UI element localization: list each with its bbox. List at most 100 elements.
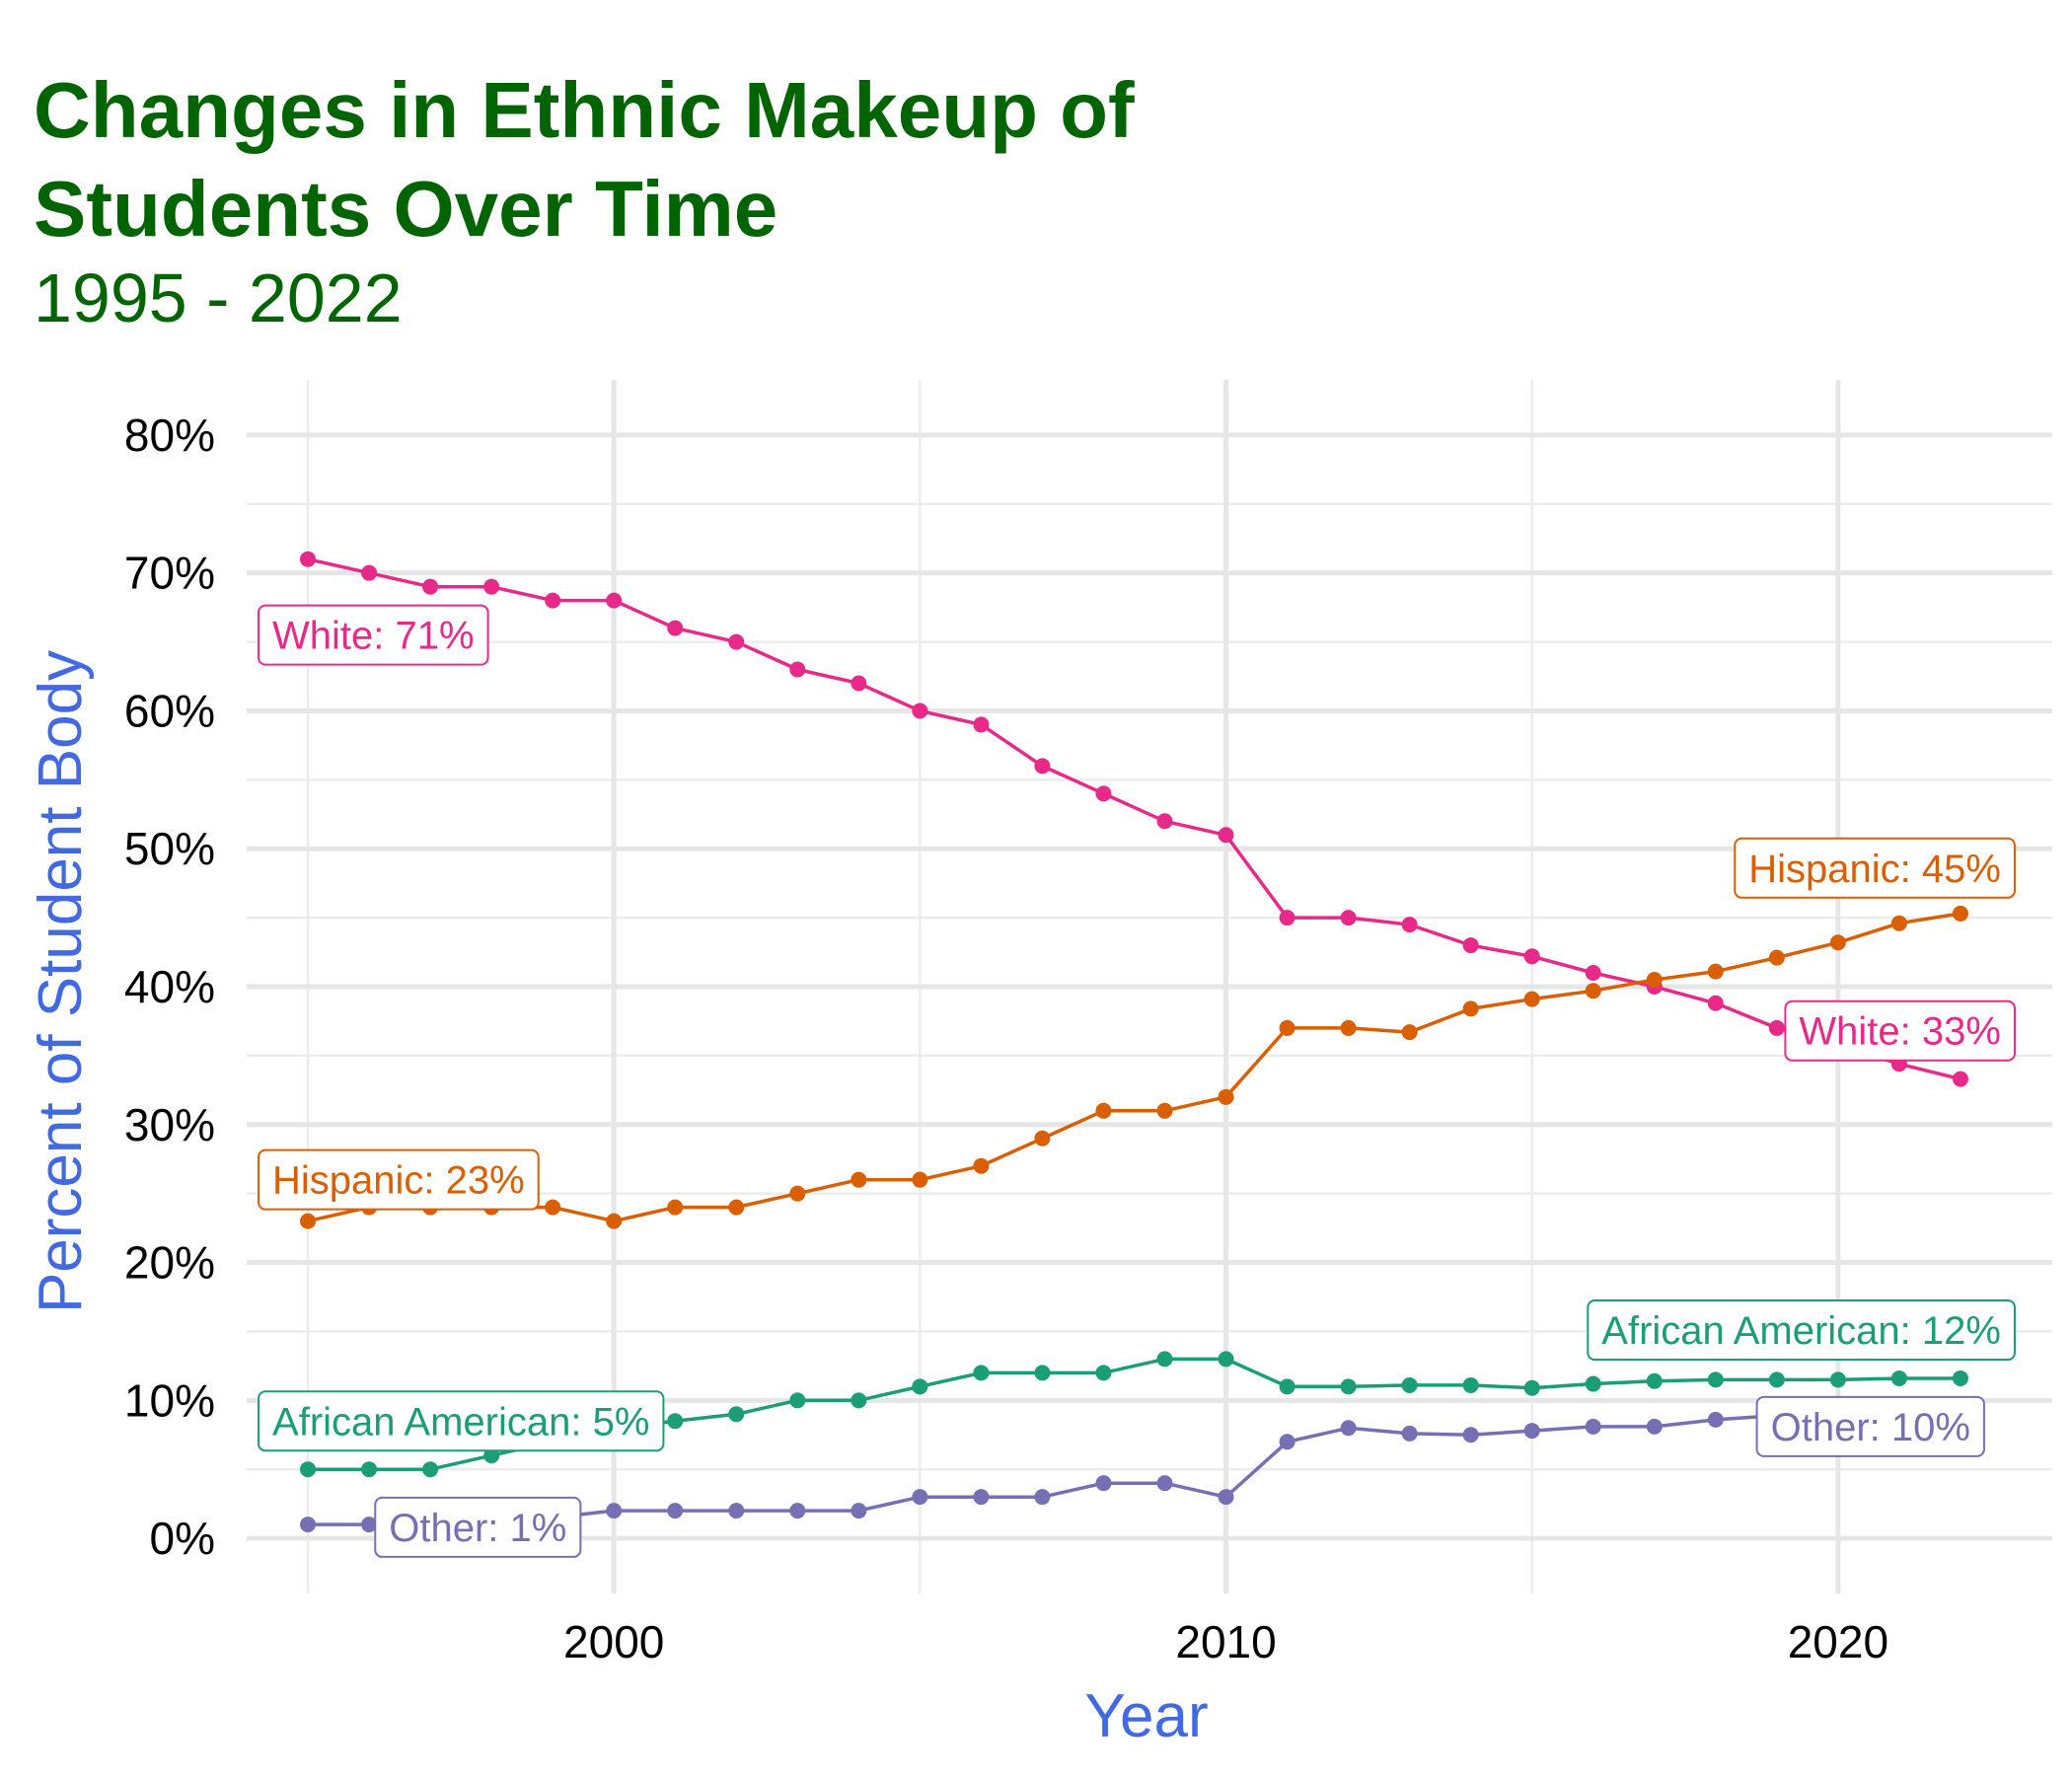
data-point-hispanic: [1646, 972, 1663, 989]
data-point-hispanic: [606, 1213, 623, 1229]
label-group: White: 71% White: 33% Hispanic: 23% Hispani…: [258, 604, 2016, 1558]
data-point-other: [789, 1503, 806, 1519]
y-tick-label: 70%: [124, 548, 215, 599]
y-tick-label: 30%: [124, 1099, 215, 1150]
data-point-african-american: [422, 1461, 439, 1478]
data-point-other: [361, 1517, 378, 1533]
data-point-african-american: [1890, 1369, 1907, 1386]
annotation-box: [258, 1390, 665, 1452]
data-point-african-american: [667, 1413, 684, 1430]
annotation-label: Hispanic: 45%: [1734, 837, 2016, 899]
annotation-text: Other: 10%: [1771, 1406, 1970, 1449]
data-point-african-american: [1829, 1371, 1846, 1388]
data-point-other: [1340, 1420, 1357, 1437]
annotation-box: [1784, 999, 2016, 1062]
data-point-white: [1156, 813, 1173, 830]
data-point-african-american: [1034, 1365, 1051, 1381]
annotation-label: African American: 12%: [1587, 1299, 2016, 1362]
data-point-hispanic: [851, 1171, 867, 1188]
data-point-white: [1462, 937, 1479, 954]
data-point-white: [728, 633, 745, 650]
annotation-label: Hispanic: 23%: [258, 1148, 540, 1211]
data-point-white: [1034, 758, 1051, 775]
data-point-african-american: [1279, 1378, 1295, 1395]
data-point-other: [1646, 1418, 1663, 1435]
data-point-african-american: [1768, 1371, 1785, 1388]
annotation-label: Other: 1%: [374, 1496, 582, 1558]
y-tick-label: 20%: [124, 1237, 215, 1289]
y-tick-label: 0%: [150, 1513, 215, 1564]
data-point-african-american: [789, 1392, 806, 1409]
data-point-african-american: [1585, 1375, 1601, 1392]
data-point-african-american: [1952, 1369, 1968, 1386]
data-point-hispanic: [1890, 915, 1907, 931]
data-point-other: [1585, 1418, 1601, 1435]
data-point-hispanic: [300, 1213, 317, 1229]
data-point-other: [300, 1517, 317, 1533]
data-point-african-american: [728, 1406, 745, 1423]
data-point-white: [1523, 948, 1540, 965]
data-point-white: [1585, 965, 1601, 982]
data-point-hispanic: [667, 1199, 684, 1216]
data-point-white: [1095, 785, 1112, 802]
data-point-other: [606, 1503, 623, 1519]
annotation-box: [1755, 1395, 1985, 1457]
annotation-box: [1587, 1299, 2016, 1362]
data-point-white: [606, 592, 623, 609]
y-tick-label: 10%: [124, 1374, 215, 1426]
series-group: [300, 551, 1968, 1533]
chart-subtitle: 1995 - 2022: [34, 259, 403, 336]
data-point-white: [300, 551, 317, 567]
data-point-african-american: [1156, 1351, 1173, 1368]
data-point-white: [1768, 1019, 1785, 1036]
data-point-african-american: [973, 1365, 990, 1381]
data-point-white: [1707, 995, 1724, 1011]
data-point-african-american: [1707, 1371, 1724, 1388]
data-point-african-american: [851, 1392, 867, 1409]
y-tick-label: 80%: [124, 409, 215, 461]
annotation-text: Other: 1%: [389, 1507, 566, 1550]
data-point-hispanic: [973, 1157, 990, 1174]
data-point-other: [1095, 1475, 1112, 1492]
data-point-african-american: [1340, 1378, 1357, 1395]
data-point-white: [1340, 910, 1357, 926]
x-tick-label: 2010: [1175, 1616, 1276, 1667]
annotation-text: African American: 12%: [1601, 1309, 2001, 1353]
y-axis-label: Percent of Student Body: [27, 650, 95, 1313]
data-point-african-american: [1401, 1376, 1418, 1393]
data-point-white: [1218, 827, 1234, 844]
data-point-african-american: [1646, 1372, 1663, 1389]
data-point-hispanic: [1279, 1019, 1295, 1036]
data-point-hispanic: [1952, 905, 1968, 922]
grid-lines: [247, 380, 2052, 1593]
data-point-african-american: [1523, 1379, 1540, 1396]
annotation-box: [1734, 837, 2016, 899]
data-point-hispanic: [1523, 991, 1540, 1007]
data-point-white: [545, 592, 561, 609]
data-point-white: [851, 675, 867, 692]
data-point-white: [483, 578, 500, 595]
annotation-text: African American: 5%: [272, 1400, 649, 1443]
data-point-other: [728, 1503, 745, 1519]
data-point-african-american: [300, 1461, 317, 1478]
chart-title: Changes in Ethnic Makeup of Students Ove…: [34, 66, 1135, 253]
series-line-white: [307, 556, 1961, 1081]
y-tick-label: 40%: [124, 961, 215, 1012]
annotation-label: Other: 10%: [1755, 1395, 1985, 1457]
data-point-white: [1952, 1071, 1968, 1087]
data-point-african-american: [1095, 1365, 1112, 1381]
annotation-box: [374, 1496, 582, 1558]
data-point-hispanic: [728, 1199, 745, 1216]
data-point-other: [1523, 1423, 1540, 1440]
data-point-other: [667, 1503, 684, 1519]
data-point-hispanic: [1768, 949, 1785, 966]
x-axis-label: Year: [1084, 1682, 1208, 1750]
data-point-hispanic: [1034, 1130, 1051, 1147]
data-point-white: [422, 578, 439, 595]
annotation-box: [258, 1148, 540, 1211]
y-axis-ticks: 0% 10% 20% 30% 40% 50% 60% 70% 80%: [124, 409, 215, 1564]
data-point-hispanic: [1829, 934, 1846, 951]
data-point-other: [912, 1489, 928, 1506]
annotation-text: Hispanic: 45%: [1748, 848, 2001, 891]
